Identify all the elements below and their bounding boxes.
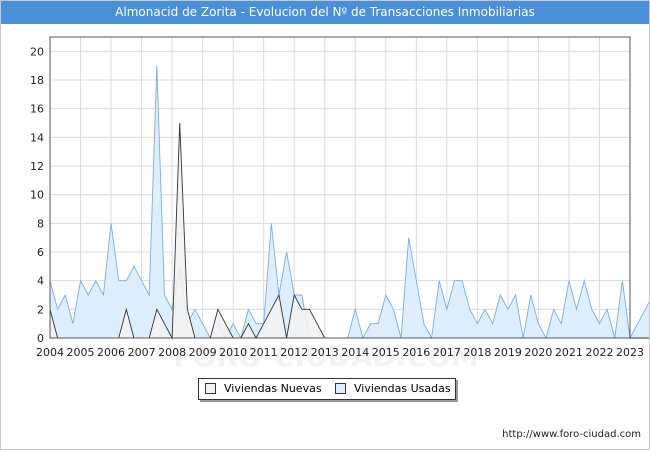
chart-legend: Viviendas Nuevas Viviendas Usadas <box>198 378 456 400</box>
x-tick-label-2023: 2023 <box>616 346 644 359</box>
x-tick-label-2004: 2004 <box>36 346 64 359</box>
x-tick-label-2013: 2013 <box>311 346 339 359</box>
y-tick-label-10: 10 <box>30 189 44 202</box>
series-line-viviendas-usadas <box>49 65 649 340</box>
x-tick-label-2011: 2011 <box>250 346 278 359</box>
x-tick-label-2021: 2021 <box>555 346 583 359</box>
legend-swatch-usadas <box>335 383 346 394</box>
x-tick-label-2012: 2012 <box>280 346 308 359</box>
legend-item-viviendas-usadas: Viviendas Usadas <box>335 382 451 395</box>
x-tick-label-2005: 2005 <box>67 346 95 359</box>
x-axis-ticks: 2004 2005 2006 2007 2008 2009 2010 2011 2012 2013… <box>36 346 644 359</box>
y-tick-label-4: 4 <box>37 275 44 288</box>
x-tick-label-2008: 2008 <box>158 346 186 359</box>
x-tick-label-2006: 2006 <box>97 346 125 359</box>
y-tick-label-20: 20 <box>30 45 44 58</box>
footer-url: http://www.foro-ciudad.com <box>502 429 641 440</box>
legend-swatch-nuevas <box>205 383 216 394</box>
legend-label-nuevas: Viviendas Nuevas <box>224 382 322 395</box>
y-tick-label-8: 8 <box>37 217 44 230</box>
x-tick-label-2016: 2016 <box>402 346 430 359</box>
legend-item-viviendas-nuevas: Viviendas Nuevas <box>205 382 322 395</box>
x-tick-label-2020: 2020 <box>524 346 552 359</box>
plot-border <box>49 36 631 339</box>
x-tick-label-2018: 2018 <box>463 346 491 359</box>
series-layer <box>49 65 649 340</box>
y-axis-ticks: 0 2 4 6 8 10 12 14 16 18 20 <box>30 45 44 345</box>
chart-title: Almonacid de Zorita - Evolucion del Nº d… <box>1 1 649 24</box>
x-tick-label-2017: 2017 <box>433 346 461 359</box>
y-tick-label-6: 6 <box>37 246 44 259</box>
y-tick-label-12: 12 <box>30 160 44 173</box>
series-area-viviendas-usadas <box>50 65 649 338</box>
watermark: FORO-CIUDAD.COM <box>173 340 478 373</box>
y-tick-label-2: 2 <box>37 303 44 316</box>
x-tick-label-2010: 2010 <box>219 346 247 359</box>
legend-label-usadas: Viviendas Usadas <box>354 382 451 395</box>
x-tick-label-2007: 2007 <box>128 346 156 359</box>
x-tick-label-2009: 2009 <box>189 346 217 359</box>
y-tick-label-18: 18 <box>30 74 44 87</box>
x-tick-label-2014: 2014 <box>341 346 369 359</box>
y-tick-label-0: 0 <box>37 332 44 345</box>
x-tick-label-2022: 2022 <box>585 346 613 359</box>
x-tick-label-2019: 2019 <box>494 346 522 359</box>
y-tick-label-14: 14 <box>30 131 44 144</box>
y-tick-label-16: 16 <box>30 103 44 116</box>
x-tick-label-2015: 2015 <box>372 346 400 359</box>
